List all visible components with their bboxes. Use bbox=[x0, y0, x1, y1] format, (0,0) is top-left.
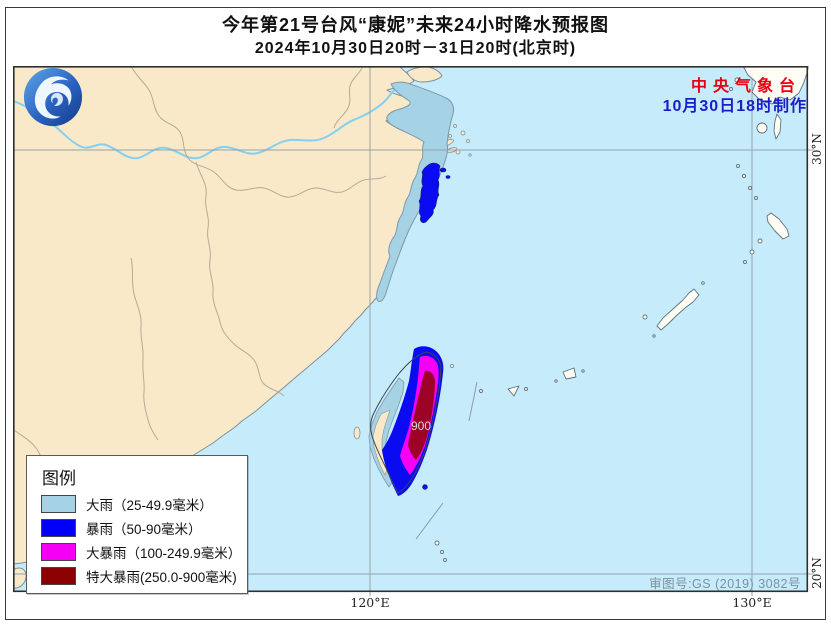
boundary-marker-lines bbox=[415, 381, 478, 540]
lat-label-20n: 20°N bbox=[810, 557, 824, 589]
legend-label: 暴雨（50-90毫米） bbox=[86, 522, 202, 537]
map-subtitle: 2024年10月30日20时－31日20时(北京时) bbox=[254, 40, 577, 57]
legend-label: 特大暴雨(250.0-900毫米) bbox=[86, 570, 237, 585]
green-island bbox=[450, 364, 454, 368]
map-frame bbox=[13, 66, 809, 593]
ishigaki-island bbox=[562, 367, 577, 380]
agency-stamp: 中央气象台 bbox=[690, 78, 801, 95]
heavy-rainstorm-swatch bbox=[41, 543, 76, 561]
legend-row-extreme-rainstorm: 特大暴雨(250.0-900毫米) bbox=[41, 567, 247, 585]
taiwan-outline bbox=[370, 351, 442, 494]
map-license-number: 审图号:GS (2019) 3082号 bbox=[649, 577, 801, 591]
rainstorm-swatch bbox=[41, 519, 76, 537]
heavy-rain-swatch bbox=[41, 495, 76, 513]
cma-logo-icon bbox=[23, 67, 83, 127]
taiwan-heavy-rain-strip bbox=[368, 377, 405, 488]
lon-label-130e: 130°E bbox=[732, 595, 772, 610]
legend-row-rainstorm: 暴雨（50-90毫米） bbox=[41, 519, 247, 537]
legend-label: 大暴雨（100-249.9毫米） bbox=[86, 546, 242, 561]
tanegashima-island bbox=[773, 113, 782, 140]
yakushima-island bbox=[756, 122, 768, 134]
issued-time-stamp: 10月30日18时制作 bbox=[662, 98, 807, 115]
batanes-island-3 bbox=[443, 558, 447, 562]
taiwan-extreme-rainstorm-zone bbox=[408, 370, 435, 460]
lon-label-120e: 120°E bbox=[350, 595, 390, 610]
map-title: 今年第21号台风“康妮”未来24小时降水预报图 bbox=[221, 15, 610, 35]
yonaguni-island bbox=[479, 389, 483, 393]
legend-row-heavy-rain: 大雨（25-49.9毫米） bbox=[41, 495, 247, 513]
penghu-islands bbox=[353, 426, 361, 440]
taiwan-rain-zones bbox=[353, 346, 454, 496]
batanes-island-2 bbox=[440, 550, 444, 554]
rain-zone-heavy-rain-band bbox=[376, 81, 455, 302]
ryukyu-islands bbox=[434, 65, 809, 562]
extreme-rainstorm-swatch bbox=[41, 567, 76, 585]
miyako-island bbox=[507, 385, 520, 397]
okinawa-island bbox=[656, 288, 700, 331]
legend-box: 图例 大雨（25-49.9毫米） 暴雨（50-90毫米） 大暴雨（100-249… bbox=[26, 455, 248, 594]
amami-island bbox=[766, 212, 790, 240]
legend-title: 图例 bbox=[42, 469, 76, 488]
rain-zone-rainstorm-zhoushan bbox=[418, 162, 451, 223]
legend-label: 大雨（25-49.9毫米） bbox=[86, 498, 213, 513]
coast-peninsula bbox=[12, 567, 27, 589]
rain-max-value-label: 900 bbox=[410, 419, 432, 433]
legend-row-heavy-rainstorm: 大暴雨（100-249.9毫米） bbox=[41, 543, 247, 561]
lanyu-island bbox=[422, 484, 428, 490]
yangtze-river bbox=[12, 89, 395, 160]
batanes-island-1 bbox=[434, 540, 440, 546]
lat-label-30n: 30°N bbox=[810, 133, 824, 165]
